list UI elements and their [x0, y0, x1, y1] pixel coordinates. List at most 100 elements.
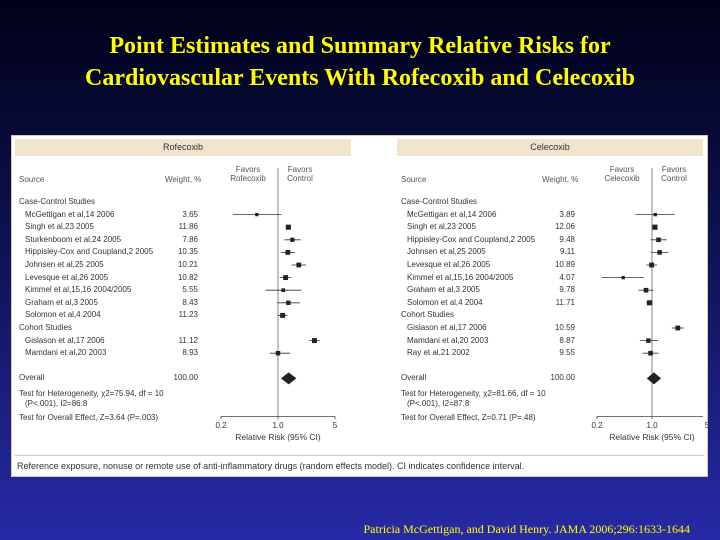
study-source: Gislason et al,17 2006: [25, 335, 105, 345]
point-estimate-marker: [656, 237, 661, 243]
study-source: Mamdani et al,20 2003: [407, 335, 489, 345]
study-source: Mamdani et al,20 2003: [25, 348, 107, 358]
overall-label: Overall: [401, 373, 427, 383]
group-label: Case-Control Studies: [19, 197, 96, 206]
point-estimate-marker: [255, 212, 259, 217]
study-weight: 10.59: [554, 323, 575, 332]
study-weight: 3.65: [182, 209, 198, 219]
study-weight: 10.82: [177, 272, 198, 282]
overall-diamond: [646, 372, 662, 385]
overall-label: Overall: [19, 373, 45, 383]
study-source: Gislason et al,17 2006: [407, 323, 487, 332]
study-weight: 10.89: [554, 260, 575, 269]
study-source: Graham et al,3 2005: [25, 297, 98, 307]
point-estimate-marker: [653, 212, 657, 217]
study-weight: 9.48: [559, 234, 575, 244]
heterogeneity-test: Test for Heterogeneity, χ2=81.66, df = 1…: [401, 389, 546, 399]
point-estimate-marker: [648, 350, 653, 356]
favors-left-label: Favors Rofecoxib: [230, 165, 266, 183]
study-source: Ray et al,21 2002: [407, 348, 470, 358]
forest-plot-figure: Reference exposure, nonuse or remote use…: [11, 135, 709, 477]
slide-title: Point Estimates and Summary Relative Ris…: [0, 30, 720, 94]
favors-right-label: Favors Control: [287, 165, 313, 183]
heterogeneity-stats: (P<.001), I2=87.8: [407, 399, 470, 409]
citation: Patricia McGettigan, and David Henry. JA…: [363, 522, 690, 536]
study-source: Kimmel et al,15,16 2004/2005: [407, 272, 514, 282]
study-source: Levesque et al,26 2005: [407, 260, 491, 269]
heterogeneity-test: Test for Heterogeneity, χ2=75.94, df = 1…: [19, 389, 164, 399]
study-source: McGettigan et al,14 2006: [25, 209, 115, 219]
overall-weight: 100.00: [550, 373, 575, 383]
drug-name: Celecoxib: [530, 142, 570, 152]
point-estimate-marker: [675, 325, 681, 331]
title-line-2: Cardiovascular Events With Rofecoxib and…: [84, 65, 636, 91]
study-source: Hippisley-Cox and Coupland,2 2005: [407, 234, 536, 244]
overall-effect-test: Test for Overall Effect, Z=0.71 (P=.48): [401, 413, 536, 423]
x-tick-label: 0.2: [591, 421, 603, 431]
point-estimate-marker: [311, 338, 317, 344]
column-weight-header: Weight, %: [542, 175, 579, 184]
study-weight: 5.55: [182, 285, 198, 295]
study-source: Hippisley-Cox and Coupland,2 2005: [25, 247, 154, 257]
point-estimate-marker: [290, 237, 295, 242]
point-estimate-marker: [285, 250, 291, 255]
drug-header-band: Rofecoxib: [15, 139, 351, 156]
column-source-header: Source: [401, 175, 427, 184]
study-source: Solomon et al,4 2004: [25, 310, 101, 320]
point-estimate-marker: [646, 300, 653, 306]
point-estimate-marker: [285, 224, 291, 230]
forest-plot-svg: [220, 168, 336, 420]
favors-left-label: Favors Celecoxib: [604, 165, 640, 183]
study-source: Singh et al,23 2005: [407, 222, 476, 232]
point-estimate-marker: [275, 350, 281, 356]
figure-footnote: Reference exposure, nonuse or remote use…: [17, 461, 525, 471]
column-source-header: Source: [19, 175, 45, 184]
point-estimate-marker: [296, 262, 302, 268]
study-weight: 10.21: [177, 260, 198, 269]
study-weight: 10.35: [177, 247, 198, 257]
study-weight: 7.86: [182, 234, 198, 244]
study-source: Johnsen et al,25 2005: [407, 247, 486, 257]
study-weight: 11.86: [178, 222, 198, 232]
drug-name: Rofecoxib: [162, 142, 204, 152]
x-tick-label: 1.0: [272, 421, 284, 431]
study-source: Singh et al,23 2005: [25, 222, 94, 232]
study-source: McGettigan et al,14 2006: [407, 209, 497, 219]
x-tick-label: 1.0: [646, 421, 658, 431]
study-weight: 8.87: [559, 335, 575, 345]
study-weight: 8.93: [182, 348, 198, 358]
study-weight: 9.78: [559, 285, 575, 295]
point-estimate-marker: [652, 224, 658, 230]
x-axis-label: Relative Risk (95% CI): [609, 432, 695, 443]
study-source: Kimmel et al,15,16 2004/2005: [25, 285, 132, 295]
study-weight: 11.71: [555, 297, 575, 307]
point-estimate-marker: [649, 262, 655, 268]
point-estimate-marker: [657, 250, 662, 255]
study-weight: 4.07: [559, 272, 575, 282]
study-source: Solomon et al,4 2004: [407, 297, 483, 307]
point-estimate-marker: [280, 312, 286, 318]
study-weight: 3.89: [559, 209, 575, 219]
point-estimate-marker: [621, 275, 625, 280]
group-label: Cohort Studies: [401, 310, 454, 320]
drug-header-band: Celecoxib: [397, 139, 703, 156]
favors-right-label: Favors Control: [661, 165, 687, 183]
footnote-divider: [15, 455, 704, 456]
x-tick-label: 5: [332, 421, 338, 431]
study-source: Graham et al,3 2005: [407, 285, 480, 295]
study-source: Levesque et al,26 2005: [25, 272, 109, 282]
overall-effect-test: Test for Overall Effect, Z=3.64 (P=.003): [19, 413, 159, 423]
x-tick-label: 0.2: [215, 421, 227, 431]
study-weight: 9.11: [560, 247, 575, 257]
study-weight: 12.06: [554, 222, 575, 232]
x-tick-label: 5: [704, 421, 710, 431]
point-estimate-marker: [646, 338, 651, 343]
title-line-1: Point Estimates and Summary Relative Ris…: [109, 33, 611, 59]
study-weight: 11.12: [178, 335, 198, 345]
study-weight: 11.23: [178, 310, 198, 320]
column-weight-header: Weight, %: [165, 175, 202, 184]
group-label: Cohort Studies: [19, 323, 72, 332]
overall-diamond: [280, 372, 297, 385]
overall-weight: 100.00: [173, 373, 198, 383]
study-weight: 8.43: [182, 297, 198, 307]
